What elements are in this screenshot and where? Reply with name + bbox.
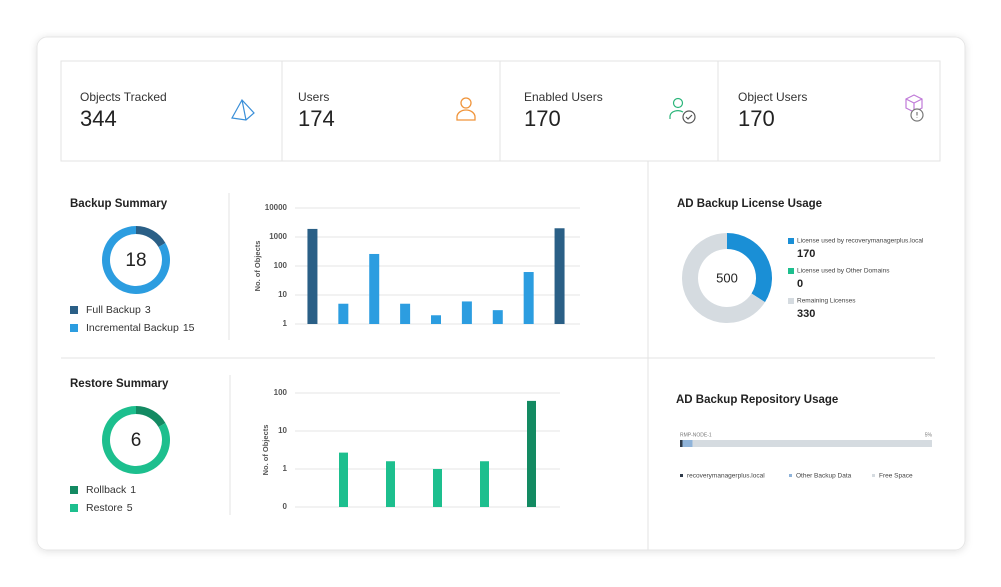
bar: [461, 301, 472, 324]
stat-value: 170: [738, 106, 775, 131]
donut-segment: [726, 233, 772, 303]
usage-segment: [682, 440, 693, 447]
y-tick-label: 10: [278, 290, 287, 299]
bar: [369, 253, 380, 324]
bar: [480, 461, 489, 507]
donut-segment: [102, 226, 170, 294]
legend-entry: Full Backup 3: [86, 304, 151, 316]
object-user-icon: [905, 94, 924, 122]
stat-value: 174: [298, 106, 335, 131]
bar: [433, 469, 442, 507]
legend-name: Full Backup: [86, 304, 141, 316]
bar: [400, 303, 411, 324]
legend-name: License used by Other Domains: [797, 268, 890, 275]
legend-value: 15: [183, 322, 195, 334]
usage-segment: [680, 440, 683, 447]
legend-name: License used by recoverymanagerplus.loca…: [797, 238, 924, 245]
bar: [527, 400, 536, 507]
bar: [307, 228, 318, 324]
legend-entry: Restore 5: [86, 502, 133, 514]
stat-label: Objects Tracked: [80, 90, 167, 104]
legend-value: 3: [145, 304, 151, 316]
donut-total: 500: [716, 270, 738, 285]
bar: [339, 452, 348, 507]
bar: [492, 310, 503, 324]
node-label: RMP-NODE-1: [680, 432, 712, 438]
donut-segment: [135, 406, 166, 428]
legend-name: Rollback: [86, 484, 127, 496]
legend-value: 0: [797, 278, 803, 290]
legend-name: Free Space: [879, 473, 913, 480]
donut-segment: [102, 406, 170, 474]
pyramid-icon: [231, 98, 255, 121]
bar: [338, 303, 349, 324]
legend-value: 1: [130, 484, 136, 496]
legend-name: recoverymanagerplus.local: [687, 473, 765, 480]
y-tick-label: 100: [274, 261, 288, 270]
y-tick-label: 1000: [269, 232, 287, 241]
stat-label: Enabled Users: [524, 90, 603, 104]
section-title: Restore Summary: [70, 378, 169, 390]
legend-swatch: [680, 474, 683, 477]
legend-swatch: [789, 474, 792, 477]
legend-swatch: [70, 504, 78, 512]
bar: [386, 461, 395, 507]
legend-name: Remaining Licenses: [797, 298, 856, 305]
usage-segment: [692, 440, 932, 447]
donut-total: 18: [125, 250, 146, 271]
legend-swatch: [70, 486, 78, 494]
y-tick-label: 1: [283, 319, 288, 328]
legend-name: Other Backup Data: [796, 473, 852, 480]
y-tick-label: 1: [283, 464, 288, 473]
legend-name: Incremental Backup: [86, 322, 179, 334]
stat-label: Object Users: [738, 90, 807, 104]
user-icon: [456, 97, 476, 121]
y-tick-label: 10000: [265, 203, 288, 212]
stat-label: Users: [298, 90, 329, 104]
card: [36, 36, 966, 551]
y-axis-title: No. of Objects: [253, 241, 262, 292]
y-axis-title: No. of Objects: [261, 425, 270, 476]
y-tick-label: 100: [274, 388, 288, 397]
y-tick-label: 10: [278, 426, 287, 435]
section-title: AD Backup License Usage: [677, 198, 822, 210]
used-label: 5%: [925, 432, 933, 438]
donut-total: 6: [131, 430, 142, 451]
legend-value: 330: [797, 308, 815, 320]
legend-value: 5: [127, 502, 133, 514]
section-title: AD Backup Repository Usage: [676, 394, 838, 406]
bar: [523, 272, 534, 324]
enabled-user-icon: [669, 97, 696, 124]
legend-entry: Incremental Backup 15: [86, 322, 195, 334]
legend-swatch: [788, 298, 794, 304]
bar: [554, 228, 565, 324]
legend-swatch: [70, 324, 78, 332]
legend-swatch: [788, 268, 794, 274]
stat-value: 344: [80, 106, 117, 131]
bar: [431, 315, 441, 324]
legend-swatch: [872, 474, 875, 477]
legend-name: Restore: [86, 502, 123, 514]
legend-swatch: [70, 306, 78, 314]
legend-entry: Rollback 1: [86, 484, 136, 496]
stat-value: 170: [524, 106, 561, 131]
legend-swatch: [788, 238, 794, 244]
legend-value: 170: [797, 248, 815, 260]
donut-segment: [682, 233, 765, 323]
section-title: Backup Summary: [70, 198, 168, 210]
donut-segment: [135, 226, 166, 248]
y-tick-label: 0: [283, 502, 288, 511]
